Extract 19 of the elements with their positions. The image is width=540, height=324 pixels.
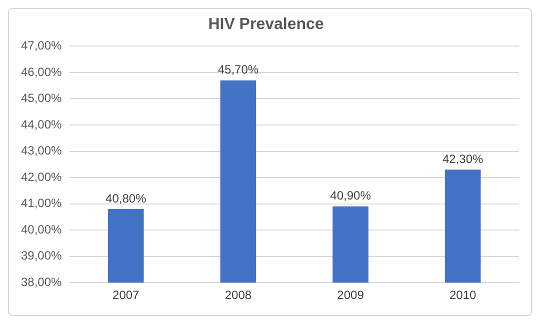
y-tick-label: 39,00% — [20, 248, 62, 263]
y-tick-label: 40,00% — [20, 222, 62, 236]
y-tick-label: 41,00% — [20, 196, 62, 210]
y-tick-label: 43,00% — [20, 144, 62, 158]
data-label: 45,70% — [218, 62, 259, 77]
y-tick-label: 44,00% — [20, 117, 62, 132]
data-label: 42,30% — [442, 152, 484, 166]
chart-title: HIV Prevalence — [208, 16, 324, 34]
x-tick-label: 2007 — [112, 288, 140, 302]
data-label: 40,80% — [106, 191, 147, 206]
data-label: 40,90% — [330, 188, 372, 203]
x-tick-label: 2010 — [449, 288, 477, 302]
y-tick-label: 46,00% — [20, 64, 62, 79]
y-tick-label: 47,00% — [20, 38, 62, 53]
y-tick-label: 45,00% — [20, 91, 62, 106]
x-tick-label: 2008 — [224, 288, 252, 302]
y-tick-label: 38,00% — [20, 274, 62, 289]
y-tick-label: 42,00% — [20, 170, 62, 184]
x-tick-label: 2009 — [337, 288, 364, 302]
